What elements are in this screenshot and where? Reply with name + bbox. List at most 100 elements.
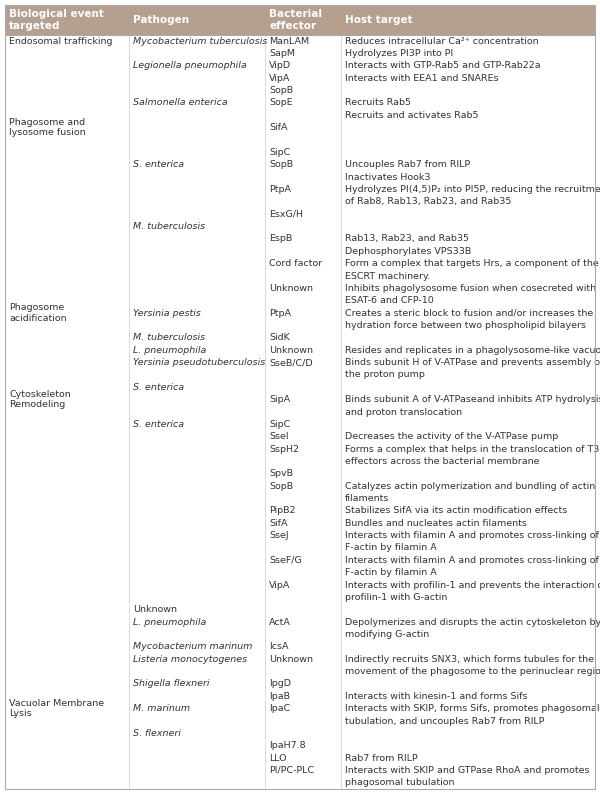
- Text: Mycobacterium marinum: Mycobacterium marinum: [133, 642, 253, 651]
- Text: L. pneumophila: L. pneumophila: [133, 345, 206, 355]
- Text: SopB: SopB: [269, 86, 293, 95]
- Text: F-actin by filamin A: F-actin by filamin A: [345, 543, 437, 553]
- Text: Inhibits phagolysosome fusion when cosecreted with: Inhibits phagolysosome fusion when cosec…: [345, 284, 596, 293]
- Text: Interacts with GTP-Rab5 and GTP-Rab22a: Interacts with GTP-Rab5 and GTP-Rab22a: [345, 61, 541, 71]
- Text: Inactivates Hook3: Inactivates Hook3: [345, 172, 431, 182]
- Text: Yersinia pestis: Yersinia pestis: [133, 309, 201, 318]
- Text: Biological event
targeted: Biological event targeted: [9, 9, 104, 31]
- Text: Pathogen: Pathogen: [133, 15, 189, 25]
- Text: SspH2: SspH2: [269, 445, 299, 453]
- Text: SopE: SopE: [269, 98, 293, 107]
- Text: effectors across the bacterial membrane: effectors across the bacterial membrane: [345, 457, 539, 466]
- Text: ManLAM: ManLAM: [269, 37, 309, 46]
- Text: IcsA: IcsA: [269, 642, 289, 651]
- Text: Mycobacterium tuberculosis: Mycobacterium tuberculosis: [133, 37, 268, 46]
- Text: Vacuolar Membrane
Lysis: Vacuolar Membrane Lysis: [9, 699, 104, 719]
- Text: Creates a steric block to fusion and/or increases the: Creates a steric block to fusion and/or …: [345, 309, 593, 318]
- Text: L. pneumophila: L. pneumophila: [133, 618, 206, 626]
- Text: Interacts with filamin A and promotes cross-linking of: Interacts with filamin A and promotes cr…: [345, 531, 599, 540]
- Text: SipC: SipC: [269, 148, 290, 157]
- Text: Bacterial
effector: Bacterial effector: [269, 9, 322, 31]
- Text: Catalyzes actin polymerization and bundling of actin: Catalyzes actin polymerization and bundl…: [345, 482, 595, 491]
- Text: SseB/C/D: SseB/C/D: [269, 358, 313, 367]
- Text: SipA: SipA: [269, 395, 290, 404]
- Text: movement of the phagosome to the perinuclear region: movement of the phagosome to the perinuc…: [345, 667, 600, 676]
- Text: LLO: LLO: [269, 754, 287, 762]
- Text: Resides and replicates in a phagolysosome-like vacuole: Resides and replicates in a phagolysosom…: [345, 345, 600, 355]
- Text: ActA: ActA: [269, 618, 291, 626]
- Text: Unknown: Unknown: [133, 605, 177, 615]
- Text: profilin-1 with G-actin: profilin-1 with G-actin: [345, 593, 448, 602]
- Text: SseJ: SseJ: [269, 531, 289, 540]
- Text: EspB: EspB: [269, 234, 292, 244]
- Text: Binds subunit A of V-ATPaseand inhibits ATP hydrolysis: Binds subunit A of V-ATPaseand inhibits …: [345, 395, 600, 404]
- Text: IpgD: IpgD: [269, 680, 291, 688]
- Text: Interacts with EEA1 and SNAREs: Interacts with EEA1 and SNAREs: [345, 74, 499, 83]
- Text: the proton pump: the proton pump: [345, 371, 425, 380]
- Text: tubulation, and uncouples Rab7 from RILP: tubulation, and uncouples Rab7 from RILP: [345, 716, 545, 726]
- Text: Reduces intracellular Ca²⁺ concentration: Reduces intracellular Ca²⁺ concentration: [345, 37, 539, 46]
- Text: SifA: SifA: [269, 518, 287, 528]
- Text: SifA: SifA: [269, 123, 287, 133]
- Text: Interacts with filamin A and promotes cross-linking of: Interacts with filamin A and promotes cr…: [345, 556, 599, 565]
- Text: filaments: filaments: [345, 494, 389, 503]
- Text: SseI: SseI: [269, 432, 289, 441]
- Text: SpvB: SpvB: [269, 469, 293, 478]
- Text: Uncouples Rab7 from RILP: Uncouples Rab7 from RILP: [345, 160, 470, 169]
- Text: Unknown: Unknown: [269, 345, 313, 355]
- Text: Salmonella enterica: Salmonella enterica: [133, 98, 228, 107]
- Text: SseF/G: SseF/G: [269, 556, 302, 565]
- Text: SipC: SipC: [269, 420, 290, 429]
- Text: Stabilizes SifA via its actin modification effects: Stabilizes SifA via its actin modificati…: [345, 507, 567, 515]
- Text: IpaB: IpaB: [269, 692, 290, 701]
- Text: Recruits and activates Rab5: Recruits and activates Rab5: [345, 111, 479, 120]
- Text: SopB: SopB: [269, 482, 293, 491]
- Text: M. tuberculosis: M. tuberculosis: [133, 222, 205, 231]
- Text: Legionella pneumophila: Legionella pneumophila: [133, 61, 247, 71]
- Text: S. enterica: S. enterica: [133, 160, 184, 169]
- Text: S. enterica: S. enterica: [133, 420, 184, 429]
- Text: SidK: SidK: [269, 333, 290, 342]
- Text: of Rab8, Rab13, Rab23, and Rab35: of Rab8, Rab13, Rab23, and Rab35: [345, 198, 511, 206]
- Text: Endosomal trafficking: Endosomal trafficking: [9, 37, 113, 46]
- Text: M. marinum: M. marinum: [133, 704, 190, 713]
- Text: ESCRT machinery.: ESCRT machinery.: [345, 272, 430, 280]
- Text: Interacts with SKIP and GTPase RhoA and promotes: Interacts with SKIP and GTPase RhoA and …: [345, 766, 589, 775]
- Text: Hydrolyzes PI(4,5)P₂ into PI5P, reducing the recruitment: Hydrolyzes PI(4,5)P₂ into PI5P, reducing…: [345, 185, 600, 194]
- Text: Forms a complex that helps in the translocation of T3SS: Forms a complex that helps in the transl…: [345, 445, 600, 453]
- Text: F-actin by filamin A: F-actin by filamin A: [345, 569, 437, 577]
- Text: EsxG/H: EsxG/H: [269, 210, 303, 218]
- Text: IpaC: IpaC: [269, 704, 290, 713]
- Text: Yersinia pseudotuberculosis: Yersinia pseudotuberculosis: [133, 358, 265, 367]
- Text: PipB2: PipB2: [269, 507, 296, 515]
- Text: Shigella flexneri: Shigella flexneri: [133, 680, 209, 688]
- Text: Cord factor: Cord factor: [269, 259, 322, 268]
- Text: Interacts with SKIP, forms Sifs, promotes phagosomal: Interacts with SKIP, forms Sifs, promote…: [345, 704, 599, 713]
- Text: ESAT-6 and CFP-10: ESAT-6 and CFP-10: [345, 296, 434, 305]
- Text: IpaH7.8: IpaH7.8: [269, 742, 305, 750]
- Text: Decreases the activity of the V-ATPase pump: Decreases the activity of the V-ATPase p…: [345, 432, 558, 441]
- Text: Recruits Rab5: Recruits Rab5: [345, 98, 411, 107]
- Text: Hydrolyzes PI3P into PI: Hydrolyzes PI3P into PI: [345, 49, 453, 58]
- Text: Rab13, Rab23, and Rab35: Rab13, Rab23, and Rab35: [345, 234, 469, 244]
- Bar: [5, 5, 595, 35]
- Text: Unknown: Unknown: [269, 655, 313, 664]
- Text: phagosomal tubulation: phagosomal tubulation: [345, 778, 455, 788]
- Text: modifying G-actin: modifying G-actin: [345, 630, 429, 639]
- Text: SapM: SapM: [269, 49, 295, 58]
- Text: Rab7 from RILP: Rab7 from RILP: [345, 754, 418, 762]
- Text: Host target: Host target: [345, 15, 413, 25]
- Text: PtpA: PtpA: [269, 309, 291, 318]
- Text: Listeria monocytogenes: Listeria monocytogenes: [133, 655, 247, 664]
- Text: hydration force between two phospholipid bilayers: hydration force between two phospholipid…: [345, 321, 586, 330]
- Text: Form a complex that targets Hrs, a component of the: Form a complex that targets Hrs, a compo…: [345, 259, 599, 268]
- Text: and proton translocation: and proton translocation: [345, 407, 462, 417]
- Text: Interacts with profilin-1 and prevents the interaction of: Interacts with profilin-1 and prevents t…: [345, 580, 600, 590]
- Text: PI/PC-PLC: PI/PC-PLC: [269, 766, 314, 775]
- Text: Phagosome and
lysosome fusion: Phagosome and lysosome fusion: [9, 118, 86, 137]
- Text: PtpA: PtpA: [269, 185, 291, 194]
- Text: Dephosphorylates VPS33B: Dephosphorylates VPS33B: [345, 247, 471, 256]
- Text: S. flexneri: S. flexneri: [133, 729, 181, 738]
- Text: Interacts with kinesin-1 and forms Sifs: Interacts with kinesin-1 and forms Sifs: [345, 692, 527, 701]
- Text: S. enterica: S. enterica: [133, 383, 184, 391]
